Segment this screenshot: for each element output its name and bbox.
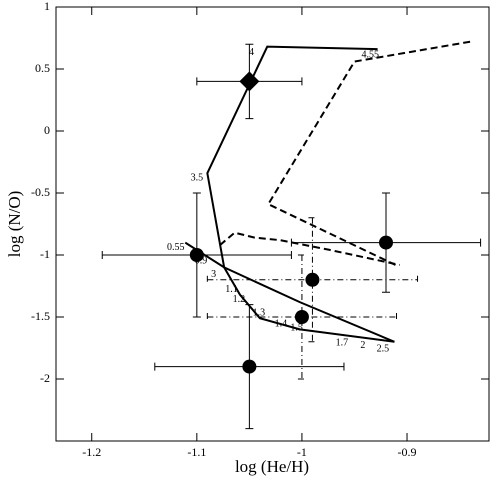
point (189, 248, 204, 262)
model-line (206, 45, 378, 268)
x-axis-label: log (He/H) (235, 457, 309, 476)
model-line (223, 266, 395, 343)
y-tick-label: -2 (40, 371, 50, 385)
point (242, 359, 257, 374)
y-tick-label: 1 (44, 0, 50, 13)
annotation: 3.5 (191, 172, 204, 183)
y-tick-label: -1 (40, 247, 50, 261)
x-tick-label: -1.1 (187, 445, 206, 459)
annotation: 1.1 (225, 284, 238, 295)
point (294, 310, 309, 324)
annotation: 4 (249, 47, 254, 58)
annotation: 2 (360, 340, 365, 351)
annotation: 1.7 (336, 337, 349, 348)
x-tick-label: -1 (297, 445, 307, 459)
annotation: 0.9 (195, 255, 208, 266)
annotation: 1.4 (275, 319, 288, 330)
y-tick-label: -0.5 (31, 185, 50, 199)
annotation: 1.2 (233, 294, 246, 305)
point (379, 235, 394, 250)
model-line (266, 40, 471, 266)
annotation: 2.5 (377, 344, 390, 355)
point (305, 272, 320, 287)
annotation: 1.3 (253, 308, 266, 319)
annotation: 0.55 (167, 242, 185, 253)
annotation: 1.5 (290, 322, 303, 333)
y-tick-label: 0.5 (35, 61, 50, 75)
y-tick-label: 0 (44, 123, 50, 137)
y-axis-label: log (N/O) (5, 191, 24, 258)
x-tick-label: -0.9 (398, 445, 417, 459)
plot-frame (55, 6, 490, 442)
point (239, 71, 260, 92)
model-line (219, 231, 400, 266)
x-tick-label: -1.2 (82, 445, 101, 459)
annotation: 4.55 (361, 50, 379, 61)
y-tick-label: -1.5 (31, 309, 50, 323)
annotation: 3 (211, 269, 216, 280)
